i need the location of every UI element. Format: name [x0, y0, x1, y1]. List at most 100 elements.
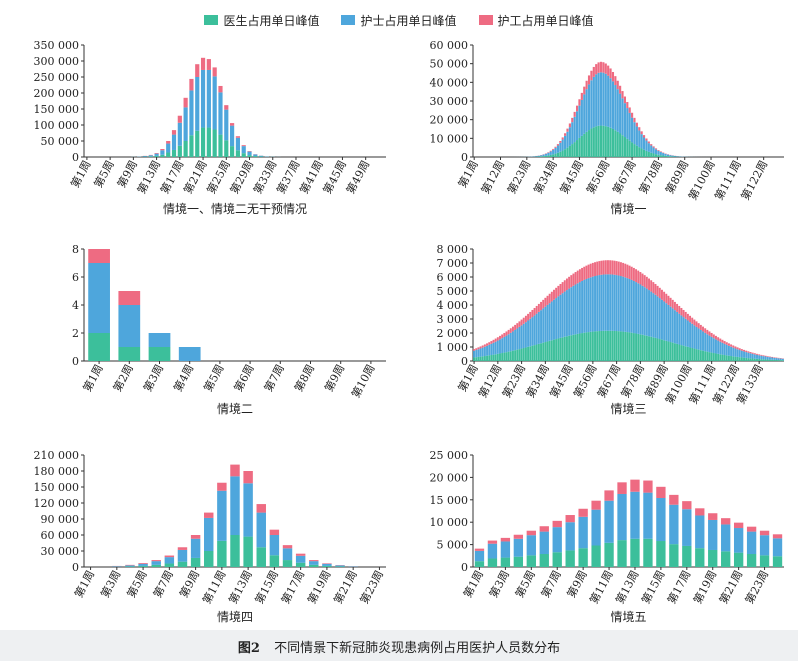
bar-segment	[616, 131, 619, 157]
bar-segment	[602, 274, 605, 331]
y-tick-label: 0	[461, 561, 468, 574]
bar-segment	[635, 282, 638, 334]
bar-segment	[505, 352, 508, 361]
caption-number: 图2	[237, 641, 260, 656]
bar-segment	[241, 145, 246, 147]
bar-segment	[473, 350, 476, 358]
x-tick-label: 第1周	[80, 362, 106, 394]
bar-segment	[768, 357, 771, 360]
bar-segment	[781, 358, 784, 361]
bar-segment	[505, 331, 508, 336]
bar-segment	[689, 347, 692, 361]
bar-segment	[607, 126, 610, 157]
bar-segment	[88, 263, 110, 333]
bar-segment	[578, 137, 581, 157]
bar-segment	[614, 85, 617, 131]
bar-segment	[719, 354, 722, 361]
bar-segment	[224, 140, 229, 157]
bar-segment	[138, 563, 148, 566]
chart-panel-2: 0 10 000 20 000 30 000 40 000 50 000 60 000 第1周…	[430, 39, 784, 216]
bar-segment	[160, 149, 165, 151]
x-tick-label: 第5周	[91, 158, 117, 190]
bar-segment	[693, 319, 696, 326]
bar-segment	[779, 360, 782, 361]
bar-segment	[269, 535, 280, 556]
bar-segment	[178, 347, 201, 361]
bar-segment	[602, 260, 605, 275]
bar-segment	[481, 347, 484, 357]
bar-segment	[548, 340, 551, 361]
bar-segment	[753, 358, 756, 361]
bar-segment	[568, 276, 571, 289]
bar-segment	[619, 262, 622, 277]
bar-segment	[594, 262, 596, 277]
bar-segment	[527, 346, 530, 361]
bar-segment	[154, 153, 159, 154]
bar-segment	[563, 280, 566, 292]
bar-segment	[189, 135, 194, 157]
bar-segment	[492, 354, 495, 361]
bar-segment	[715, 353, 717, 361]
bar-segment	[518, 349, 521, 361]
bar-segment	[616, 80, 619, 90]
bar-segment	[766, 359, 769, 361]
bar-segment	[708, 335, 711, 353]
bar-segment	[559, 142, 562, 152]
bar-segment	[617, 275, 620, 332]
bar-segment	[537, 155, 540, 157]
bar-segment	[520, 325, 523, 349]
bar-segment	[549, 150, 552, 152]
bar-segment	[544, 342, 547, 361]
bar-segment	[734, 348, 737, 357]
bar-segment	[623, 103, 626, 138]
bar-segment	[635, 145, 638, 157]
bar-segment	[619, 276, 622, 332]
legend-label-nurse: 护士占用单日峰值	[360, 13, 457, 28]
bar-segment	[282, 545, 293, 549]
bar-segment	[631, 112, 634, 118]
bar-segment	[599, 72, 603, 126]
bar-segment	[554, 146, 557, 148]
bar-segment	[138, 565, 148, 567]
bar-segment	[704, 328, 707, 333]
bar-segment	[622, 262, 625, 277]
legend-label-doctor: 医生占用单日峰值	[223, 13, 320, 28]
bar-segment	[561, 137, 564, 140]
bar-segment	[282, 548, 293, 561]
bar-segment	[643, 287, 646, 336]
bar-segment	[708, 549, 718, 567]
bar-segment	[666, 156, 670, 157]
bar-segment	[695, 326, 698, 350]
bar-segment	[189, 78, 194, 91]
bar-segment	[723, 341, 726, 344]
bar-segment	[544, 155, 548, 157]
bar-segment	[217, 490, 227, 541]
bar-segment	[496, 353, 499, 361]
bar-segment	[118, 291, 141, 305]
bar-segment	[524, 322, 527, 348]
bar-segment	[592, 127, 595, 157]
bar-segment	[195, 77, 200, 131]
bar-segment	[568, 123, 571, 128]
bar-segment	[578, 333, 581, 361]
bar-segment	[667, 304, 670, 342]
bar-segment	[578, 99, 581, 106]
bar-segment	[632, 267, 635, 281]
bar-segment	[706, 334, 709, 352]
bar-segment	[760, 359, 763, 361]
bar-segment	[772, 534, 783, 539]
bar-segment	[600, 260, 603, 275]
bar-segment	[148, 156, 153, 157]
bar-segment	[486, 343, 489, 346]
x-tick-label: 第4周	[170, 362, 196, 394]
x-tick-label: 第67周	[609, 158, 638, 196]
bar-segment	[626, 278, 629, 333]
bar-segment	[702, 326, 704, 332]
bar-segment	[557, 338, 560, 361]
bar-segment	[645, 150, 648, 157]
bar-segment	[583, 266, 586, 280]
bar-segment	[768, 359, 771, 361]
bar-segment	[88, 249, 110, 263]
bar-segment	[609, 274, 612, 331]
y-tick-label: 5 000	[437, 539, 469, 552]
